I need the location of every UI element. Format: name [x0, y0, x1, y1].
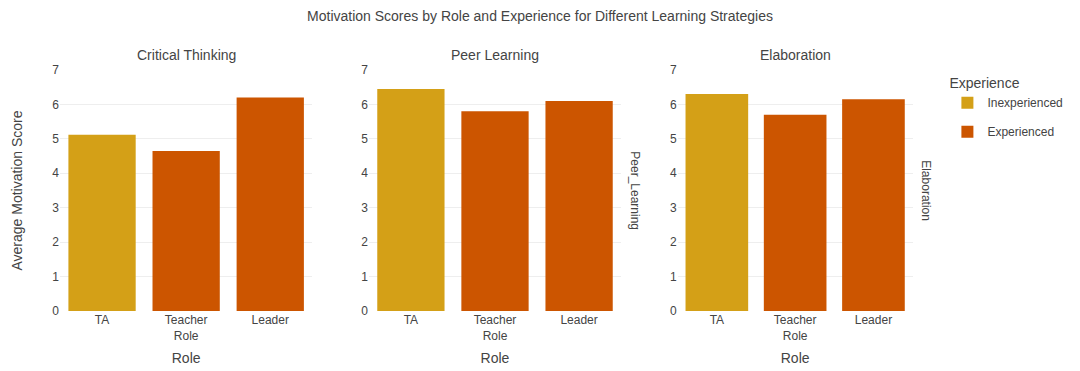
svg-text:1: 1: [361, 270, 368, 284]
svg-text:6: 6: [670, 98, 677, 112]
svg-text:TeacherRole: TeacherRole: [165, 313, 208, 343]
svg-text:6: 6: [361, 98, 368, 112]
svg-text:Leader: Leader: [855, 313, 892, 327]
svg-text:0: 0: [361, 304, 368, 318]
svg-text:2: 2: [361, 235, 368, 249]
svg-text:0: 0: [670, 304, 677, 318]
svg-text:Peer_Learning: Peer_Learning: [628, 151, 642, 230]
svg-text:Elaboration: Elaboration: [760, 47, 831, 63]
svg-text:Average Motivation Score: Average Motivation Score: [9, 110, 25, 270]
svg-text:4: 4: [52, 166, 59, 180]
svg-text:3: 3: [361, 201, 368, 215]
svg-text:Peer Learning: Peer Learning: [451, 47, 539, 63]
svg-text:1: 1: [670, 270, 677, 284]
svg-text:2: 2: [52, 235, 59, 249]
svg-text:4: 4: [670, 166, 677, 180]
svg-text:7: 7: [52, 63, 59, 77]
svg-text:3: 3: [670, 201, 677, 215]
svg-text:Critical Thinking: Critical Thinking: [137, 47, 236, 63]
svg-text:4: 4: [361, 166, 368, 180]
svg-text:TA: TA: [404, 313, 418, 327]
svg-text:TeacherRole: TeacherRole: [474, 313, 517, 343]
svg-text:7: 7: [670, 63, 677, 77]
svg-text:TA: TA: [95, 313, 109, 327]
svg-text:0: 0: [52, 304, 59, 318]
svg-text:Role: Role: [781, 350, 810, 366]
svg-text:3: 3: [52, 201, 59, 215]
svg-text:5: 5: [361, 132, 368, 146]
svg-text:2: 2: [670, 235, 677, 249]
svg-text:Elaboration: Elaboration: [919, 160, 933, 221]
svg-text:Role: Role: [172, 350, 201, 366]
svg-text:Motivation Scores by Role and: Motivation Scores by Role and Experience…: [307, 8, 773, 24]
svg-text:5: 5: [52, 132, 59, 146]
svg-text:Experience: Experience: [949, 75, 1019, 91]
svg-text:TA: TA: [710, 313, 724, 327]
svg-text:Inexperienced: Inexperienced: [987, 96, 1062, 110]
svg-text:1: 1: [52, 270, 59, 284]
svg-text:TeacherRole: TeacherRole: [774, 313, 817, 343]
svg-text:Experienced: Experienced: [987, 125, 1054, 139]
svg-text:5: 5: [670, 132, 677, 146]
svg-text:7: 7: [361, 63, 368, 77]
svg-text:Role: Role: [481, 350, 510, 366]
svg-text:6: 6: [52, 98, 59, 112]
svg-text:Leader: Leader: [252, 313, 289, 327]
svg-text:Leader: Leader: [560, 313, 597, 327]
